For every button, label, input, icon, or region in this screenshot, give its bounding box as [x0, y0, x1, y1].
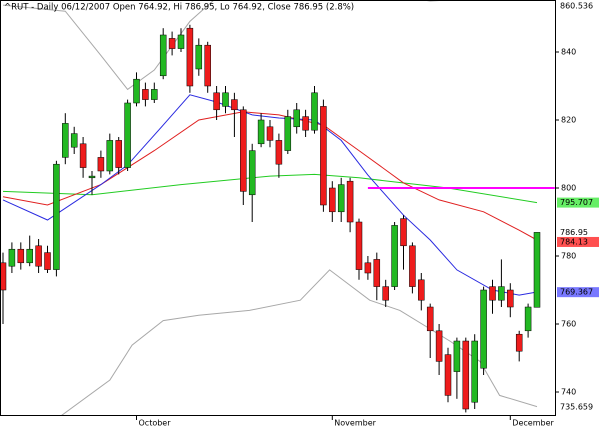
candle-body [70, 133, 78, 148]
candle-body [8, 248, 16, 267]
y-tick-label: 820 [561, 115, 576, 124]
candle-body [115, 140, 122, 168]
candle-body [311, 92, 318, 131]
candle-body [471, 340, 478, 403]
candle-body [444, 354, 452, 396]
indicator-line [2, 173, 538, 204]
price-label: 786.95 [560, 228, 588, 237]
x-tick-label: December [512, 419, 554, 428]
plot-area [0, 0, 555, 415]
candle-body [337, 184, 345, 213]
price-label-box [557, 287, 599, 298]
candle-body [293, 109, 300, 128]
candle-body [62, 123, 69, 158]
price-label-box [557, 197, 599, 208]
candle-body [177, 34, 185, 49]
price-label-box [557, 1, 599, 11]
candle-body [480, 289, 487, 369]
y-tick-label: 800 [561, 183, 576, 192]
candle-body [17, 248, 25, 264]
x-tick-label: November [334, 419, 376, 428]
candle-body [364, 262, 372, 274]
indicator-line [2, 0, 458, 91]
candle-body [222, 92, 229, 107]
candle-body [426, 306, 434, 332]
candle-body [355, 221, 363, 270]
chart-title: ^RUT - Daily 06/12/2007 Open 764.92, Hi … [4, 3, 354, 13]
candle-body [133, 78, 140, 104]
candle-body [329, 187, 336, 213]
candle-body [275, 140, 283, 165]
candle-body [240, 109, 247, 192]
candle-body [533, 232, 541, 308]
candle-body [489, 286, 496, 301]
candle-body [409, 245, 416, 287]
candle-body [382, 286, 389, 301]
y-tick-label: 780 [561, 252, 576, 261]
candle-body [435, 330, 443, 362]
candle-body [507, 289, 514, 308]
candle-body [168, 38, 176, 49]
candle-body [195, 44, 203, 70]
price-label: 860.536 [560, 2, 593, 11]
candle-body [142, 89, 149, 100]
candle-body [400, 218, 407, 247]
candle-body [391, 225, 398, 287]
candle-body [373, 259, 381, 287]
price-label-box [557, 401, 599, 412]
candle-body [151, 89, 158, 100]
candle-body [213, 92, 220, 111]
y-tick-label: 840 [561, 47, 576, 56]
candle-body [44, 252, 51, 270]
candle-body [186, 27, 194, 87]
y-tick-label: 740 [561, 388, 576, 397]
candle-body [159, 34, 167, 77]
candle-body [26, 248, 33, 264]
price-label: 795.707 [560, 198, 593, 207]
candle-body [462, 340, 470, 410]
candle-body [284, 116, 292, 151]
candle-body [124, 102, 131, 168]
candle-body [204, 44, 211, 87]
candle-body [257, 119, 265, 145]
candle-body [88, 175, 96, 179]
x-tick-label: October [139, 419, 172, 428]
candle-body [79, 143, 87, 168]
candle-body [302, 116, 309, 131]
candle-body [248, 150, 256, 196]
candle-body [106, 140, 114, 172]
price-label: 769.367 [560, 288, 593, 297]
candle-body [97, 157, 105, 172]
candle-body [53, 163, 60, 270]
candle-body [346, 180, 354, 223]
price-label: 784.13 [560, 237, 588, 246]
candle-body [515, 333, 523, 352]
indicator-line [2, 111, 538, 241]
price-label: 735.659 [560, 402, 593, 411]
candle-body [453, 340, 461, 372]
candle-body [524, 306, 532, 332]
candle-body [0, 262, 7, 291]
candle-body [266, 126, 274, 141]
candle-body [498, 286, 505, 301]
candle-body [320, 106, 327, 206]
price-label-box [557, 227, 599, 238]
candle-body [418, 279, 425, 301]
candle-body [231, 99, 238, 111]
y-tick-label: 760 [561, 320, 576, 329]
price-label-box [557, 236, 599, 247]
candle-body [35, 245, 42, 267]
plot-frame [0, 0, 556, 416]
